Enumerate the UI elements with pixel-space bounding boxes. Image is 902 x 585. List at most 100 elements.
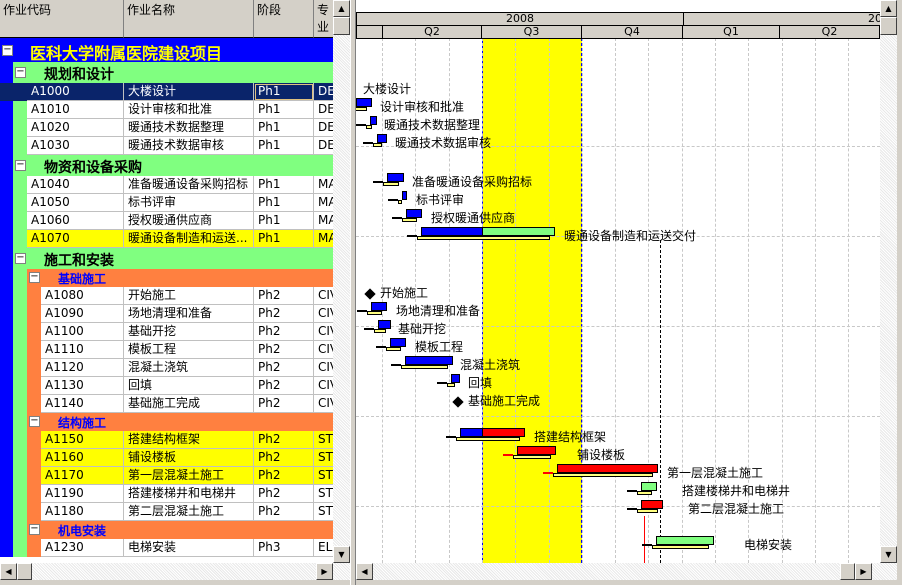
activity-row[interactable]: A1130回填Ph2CIV: [0, 377, 333, 395]
activity-name[interactable]: 授权暖通供应商: [124, 212, 254, 230]
activity-name[interactable]: 第二层混凝土施工: [124, 503, 254, 521]
activity-discipline[interactable]: MA: [314, 194, 333, 212]
activity-discipline[interactable]: DES: [314, 119, 333, 137]
activity-code[interactable]: A1160: [41, 449, 124, 467]
column-header-phase[interactable]: 阶段: [254, 0, 314, 38]
activity-discipline[interactable]: MA: [314, 230, 333, 248]
activity-row[interactable]: A1150搭建结构框架Ph2STR: [0, 431, 333, 449]
activity-discipline[interactable]: CIV: [314, 359, 333, 377]
wbs-subgroup-row[interactable]: − 基础施工: [0, 269, 333, 287]
activity-code[interactable]: A1060: [27, 212, 124, 230]
remaining-duration-bar[interactable]: [482, 227, 555, 236]
activity-name[interactable]: 暖通设备制造和运送...: [124, 230, 254, 248]
activity-discipline[interactable]: DES: [314, 83, 333, 101]
activity-bar[interactable]: [451, 374, 460, 383]
activity-row[interactable]: A1170第一层混凝土施工Ph2STR: [0, 467, 333, 485]
activity-bar[interactable]: [421, 227, 483, 236]
column-header-discipline[interactable]: 专业: [314, 0, 333, 38]
wbs-group-row[interactable]: − 施工和安装: [0, 248, 333, 269]
activity-phase[interactable]: Ph3: [254, 539, 314, 557]
activity-name[interactable]: 模板工程: [124, 341, 254, 359]
activity-row[interactable]: A1110模板工程Ph2CIV: [0, 341, 333, 359]
activity-name[interactable]: 搭建楼梯井和电梯井: [124, 485, 254, 503]
activity-phase[interactable]: Ph1: [254, 119, 314, 137]
gantt-scroll-thumb[interactable]: [880, 17, 897, 35]
activity-discipline[interactable]: STR: [314, 431, 333, 449]
activity-code[interactable]: A1050: [27, 194, 124, 212]
activity-row[interactable]: A1140基础施工完成Ph2CIV: [0, 395, 333, 413]
activity-code[interactable]: A1120: [41, 359, 124, 377]
activity-row[interactable]: A1190搭建楼梯井和电梯井Ph2STR: [0, 485, 333, 503]
activity-discipline[interactable]: ELE: [314, 539, 333, 557]
activity-row[interactable]: A1180第二层混凝土施工Ph2STR: [0, 503, 333, 521]
activity-phase[interactable]: Ph2: [254, 485, 314, 503]
gantt-horizontal-scrollbar[interactable]: ◀ ▶: [356, 563, 897, 580]
activity-code[interactable]: A1030: [27, 137, 124, 155]
milestone-diamond-icon[interactable]: [364, 288, 376, 300]
activity-bar[interactable]: [402, 191, 407, 200]
activity-row[interactable]: A1160铺设楼板Ph2STR: [0, 449, 333, 467]
activity-code[interactable]: A1090: [41, 305, 124, 323]
activity-phase[interactable]: Ph1: [254, 212, 314, 230]
activity-phase[interactable]: Ph1: [254, 176, 314, 194]
activity-code[interactable]: A1170: [41, 467, 124, 485]
activity-phase[interactable]: Ph2: [254, 395, 314, 413]
activity-phase[interactable]: Ph2: [254, 449, 314, 467]
activity-row[interactable]: A1030暖通技术数据审核Ph1DES: [0, 137, 333, 155]
splitter[interactable]: [350, 0, 356, 585]
activity-discipline[interactable]: CIV: [314, 323, 333, 341]
critical-activity-bar[interactable]: [641, 500, 663, 509]
activity-bar[interactable]: [405, 356, 453, 365]
scroll-thumb[interactable]: [333, 17, 350, 35]
activity-code[interactable]: A1110: [41, 341, 124, 359]
activity-discipline[interactable]: STR: [314, 467, 333, 485]
activity-discipline[interactable]: MA: [314, 212, 333, 230]
activity-phase[interactable]: Ph1: [254, 83, 314, 101]
activity-name[interactable]: 准备暖通设备采购招标: [124, 176, 254, 194]
collapse-toggle[interactable]: −: [29, 271, 40, 283]
activity-name[interactable]: 场地清理和准备: [124, 305, 254, 323]
activity-code[interactable]: A1040: [27, 176, 124, 194]
critical-activity-bar[interactable]: [517, 446, 556, 455]
collapse-toggle[interactable]: −: [29, 415, 40, 427]
remaining-duration-bar[interactable]: [641, 482, 657, 491]
activity-code[interactable]: A1180: [41, 503, 124, 521]
activity-bar[interactable]: [370, 116, 377, 125]
wbs-group-row[interactable]: − 物资和设备采购: [0, 155, 333, 176]
activity-row[interactable]: A1230电梯安装Ph3ELE: [0, 539, 333, 557]
activity-code[interactable]: A1010: [27, 101, 124, 119]
activity-bar[interactable]: [378, 320, 391, 329]
activity-phase[interactable]: Ph2: [254, 377, 314, 395]
activity-discipline[interactable]: DES: [314, 137, 333, 155]
table-vertical-scrollbar[interactable]: ▲ ▼: [333, 0, 350, 563]
project-row[interactable]: − 医科大学附属医院建设项目: [0, 38, 333, 63]
activity-discipline[interactable]: CIV: [314, 305, 333, 323]
activity-row[interactable]: A1100基础开挖Ph2CIV: [0, 323, 333, 341]
gantt-vertical-scrollbar[interactable]: ▲ ▼: [880, 0, 897, 563]
activity-code[interactable]: A1000: [27, 83, 124, 101]
activity-discipline[interactable]: CIV: [314, 377, 333, 395]
activity-bar[interactable]: [356, 98, 372, 107]
activity-bar[interactable]: [377, 134, 387, 143]
activity-name[interactable]: 铺设楼板: [124, 449, 254, 467]
activity-code[interactable]: A1070: [27, 230, 124, 248]
activity-bar[interactable]: [387, 173, 404, 182]
milestone-diamond-icon[interactable]: [452, 396, 464, 408]
activity-bar[interactable]: [460, 428, 483, 437]
gantt-scroll-left-button[interactable]: ◀: [356, 563, 373, 580]
scroll-up-button[interactable]: ▲: [333, 0, 350, 17]
collapse-toggle[interactable]: −: [29, 523, 40, 535]
activity-code[interactable]: A1130: [41, 377, 124, 395]
activity-name[interactable]: 标书评审: [124, 194, 254, 212]
activity-phase[interactable]: Ph2: [254, 341, 314, 359]
scroll-right-button[interactable]: ▶: [316, 563, 333, 580]
wbs-group-row[interactable]: − 规划和设计: [0, 62, 333, 83]
critical-activity-bar[interactable]: [557, 464, 658, 473]
scroll-left-button[interactable]: ◀: [0, 563, 17, 580]
activity-name[interactable]: 混凝土浇筑: [124, 359, 254, 377]
activity-name[interactable]: 暖通技术数据整理: [124, 119, 254, 137]
activity-bar[interactable]: [371, 302, 387, 311]
activity-phase[interactable]: Ph2: [254, 323, 314, 341]
activity-row[interactable]: A1120混凝土浇筑Ph2CIV: [0, 359, 333, 377]
